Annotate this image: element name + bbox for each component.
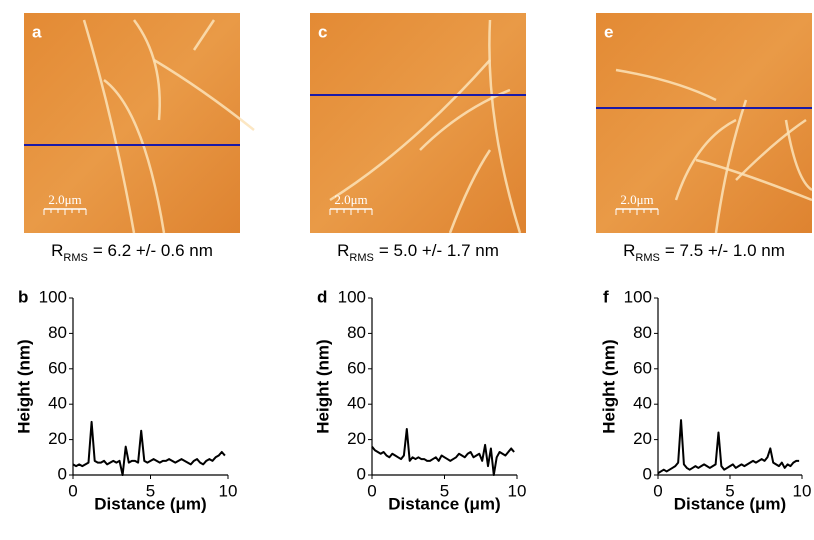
y-tick-label: 0 [357, 464, 366, 483]
afm-image: e 2.0μm RRMS = 7.5 +/- 1.0 nm [596, 13, 813, 264]
scale-label: 2.0μm [334, 192, 367, 207]
fiber [714, 99, 748, 234]
fiber [448, 149, 492, 234]
y-axis-label: Height (nm) [599, 339, 618, 433]
fiber [329, 59, 491, 202]
scale-label: 2.0μm [620, 192, 653, 207]
y-tick-label: 100 [338, 287, 366, 306]
x-tick-label: 5 [146, 481, 155, 500]
fiber [735, 118, 807, 181]
panel-label: c [318, 22, 327, 41]
y-tick-label: 40 [48, 394, 67, 413]
y-tick-label: 100 [39, 287, 67, 306]
fiber [784, 119, 813, 192]
x-tick-label: 0 [653, 481, 662, 500]
y-tick-label: 0 [58, 464, 67, 483]
x-tick-label: 5 [725, 481, 734, 500]
y-tick-label: 20 [633, 429, 652, 448]
fiber [695, 158, 813, 202]
afm-background [596, 13, 812, 233]
rms-subscript: RMS [349, 252, 373, 264]
fiber [674, 118, 737, 201]
y-tick-label: 40 [633, 394, 652, 413]
fiber [103, 79, 166, 234]
rms-symbol: R [51, 241, 63, 260]
data-line [657, 419, 800, 475]
x-tick-label: 10 [508, 481, 527, 500]
y-tick-label: 40 [347, 394, 366, 413]
rms-label: RRMS = 7.5 +/- 1.0 nm [623, 241, 785, 263]
rms-subscript: RMS [63, 252, 87, 264]
y-axis-label: Height (nm) [313, 339, 332, 433]
rms-label: RRMS = 6.2 +/- 0.6 nm [51, 241, 213, 263]
data-line [371, 427, 515, 476]
y-tick-label: 20 [347, 429, 366, 448]
panel-label: f [603, 287, 609, 306]
y-tick-label: 60 [48, 358, 67, 377]
rms-symbol: R [623, 241, 635, 260]
afm-background [24, 13, 240, 233]
data-line [72, 420, 226, 476]
x-tick-label: 5 [440, 481, 449, 500]
fiber [488, 19, 522, 234]
rms-value: = 6.2 +/- 0.6 nm [93, 241, 213, 260]
fiber [615, 68, 717, 102]
y-tick-label: 80 [347, 323, 366, 342]
rms-value: = 7.5 +/- 1.0 nm [665, 241, 785, 260]
y-tick-label: 80 [633, 323, 652, 342]
x-tick-label: 10 [219, 481, 238, 500]
y-tick-label: 60 [347, 358, 366, 377]
rms-subscript: RMS [635, 252, 659, 264]
x-axis-label: Distance (μm) [94, 494, 206, 513]
panel-label: d [317, 287, 327, 306]
rms-symbol: R [337, 241, 349, 260]
y-tick-label: 20 [48, 429, 67, 448]
x-axis-label: Distance (μm) [674, 494, 786, 513]
panel-label: a [32, 22, 42, 41]
x-axis-label: Distance (μm) [388, 494, 500, 513]
fiber [82, 19, 136, 234]
fiber [192, 19, 216, 51]
x-tick-label: 10 [793, 481, 812, 500]
rms-value: = 5.0 +/- 1.7 nm [379, 241, 499, 260]
y-tick-label: 80 [48, 323, 67, 342]
panel-label: b [18, 287, 28, 306]
fiber [153, 58, 255, 131]
panel-label: e [604, 22, 613, 41]
afm-image: c 2.0μm RRMS = 5.0 +/- 1.7 nm [310, 13, 526, 264]
y-axis-label: Height (nm) [14, 339, 33, 433]
fiber [132, 19, 161, 121]
rms-label: RRMS = 5.0 +/- 1.7 nm [337, 241, 499, 263]
afm-image: a 2.0μm RRMS = 6.2 +/- 0.6 nm [24, 13, 255, 264]
y-tick-label: 100 [624, 287, 652, 306]
y-tick-label: 0 [643, 464, 652, 483]
x-tick-label: 0 [367, 481, 376, 500]
x-tick-label: 0 [68, 481, 77, 500]
y-tick-label: 60 [633, 358, 652, 377]
scale-label: 2.0μm [48, 192, 81, 207]
